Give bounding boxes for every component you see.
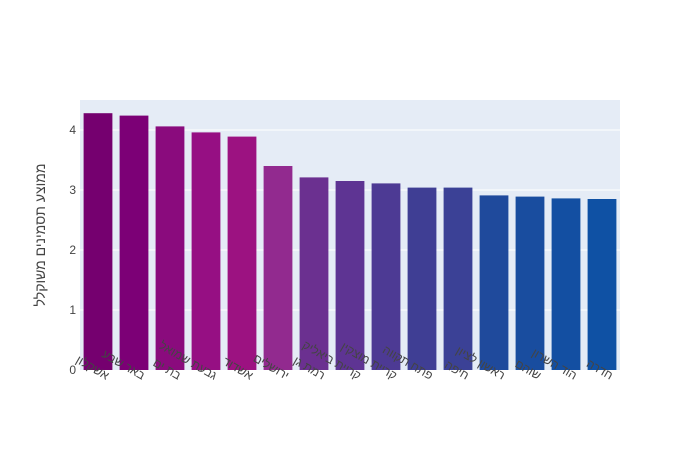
- y-tick-label: 1: [69, 303, 76, 317]
- y-tick-labels: 0 1 2 3 4: [69, 123, 76, 377]
- y-tick-label: 0: [69, 363, 76, 377]
- bar[interactable]: [335, 181, 365, 370]
- bar[interactable]: [371, 183, 401, 370]
- y-tick-label: 4: [69, 123, 76, 137]
- bar[interactable]: [83, 113, 113, 370]
- bar[interactable]: [155, 126, 185, 371]
- bar[interactable]: [191, 132, 221, 370]
- bars: [83, 113, 617, 371]
- bar[interactable]: [227, 136, 257, 370]
- bar[interactable]: [587, 199, 617, 370]
- bar[interactable]: [263, 166, 293, 370]
- y-tick-label: 2: [69, 243, 76, 257]
- bar[interactable]: [407, 187, 437, 370]
- bar[interactable]: [299, 177, 329, 370]
- bar[interactable]: [119, 115, 149, 370]
- bar[interactable]: [443, 187, 473, 370]
- bar[interactable]: [551, 198, 581, 370]
- y-tick-label: 3: [69, 183, 76, 197]
- y-axis-title: ממוצע תסמינים משוקלל: [32, 164, 48, 307]
- bar[interactable]: [479, 195, 509, 370]
- bar[interactable]: [515, 196, 545, 370]
